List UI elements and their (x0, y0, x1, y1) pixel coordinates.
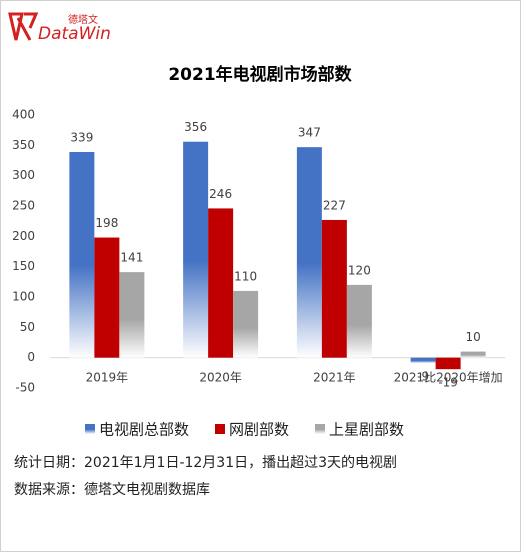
bar (183, 141, 209, 358)
bar (460, 351, 486, 358)
note: 数据来源：德塔文电视剧数据库 (14, 482, 210, 498)
logo-cn: 德塔文 (68, 13, 98, 26)
bar (321, 219, 347, 358)
logo-icon (8, 12, 39, 41)
legend-swatch (85, 424, 95, 434)
x-tick-label: 2019年 (86, 371, 129, 385)
bar (435, 357, 461, 370)
y-tick-label: 150 (12, 259, 35, 273)
data-label: 227 (323, 198, 346, 212)
chart-title: 2021年电视剧市场部数 (168, 64, 352, 85)
bar (208, 208, 234, 358)
data-label: 347 (298, 126, 321, 140)
bar (410, 357, 436, 364)
legend-label: 网剧部数 (229, 421, 289, 439)
x-tick-label: 2020年 (199, 371, 242, 385)
y-tick-label: 300 (12, 168, 35, 182)
data-label: 10 (465, 330, 480, 344)
bar (94, 237, 120, 358)
bar (346, 284, 372, 358)
y-tick-label: 400 (12, 108, 35, 122)
legend-swatch (315, 424, 325, 434)
y-tick-label: 350 (12, 138, 35, 152)
data-label: 141 (120, 251, 143, 265)
y-tick-label: 50 (20, 320, 35, 334)
x-tick-label: 2021年 (313, 371, 356, 385)
data-label: 356 (184, 120, 207, 134)
bar (233, 290, 259, 358)
legend-swatch (215, 424, 225, 434)
data-label: -19 (438, 376, 458, 390)
logo-en: DataWin (38, 24, 111, 44)
data-label: 120 (348, 263, 371, 277)
note: 统计日期：2021年1月1日-12月31日，播出超过3天的电视剧 (14, 455, 397, 471)
bar (69, 152, 95, 358)
data-label: 110 (234, 269, 257, 283)
bar (296, 147, 322, 358)
y-tick-label: 0 (27, 350, 35, 364)
y-tick-label: 200 (12, 229, 35, 243)
x-tick-label: 2021比2020年增加 (394, 371, 503, 385)
legend-label: 上星剧部数 (329, 421, 404, 439)
data-label: 246 (209, 187, 232, 201)
bar (119, 272, 145, 358)
y-tick-label: -50 (15, 381, 35, 395)
data-label: 339 (70, 131, 93, 145)
legend-label: 电视剧总部数 (99, 421, 189, 439)
data-label: 198 (95, 216, 118, 230)
y-tick-label: 100 (12, 290, 35, 304)
y-tick-label: 250 (12, 199, 35, 213)
data-label: -9 (417, 370, 429, 384)
logo: 德塔文 DataWin (8, 12, 111, 44)
